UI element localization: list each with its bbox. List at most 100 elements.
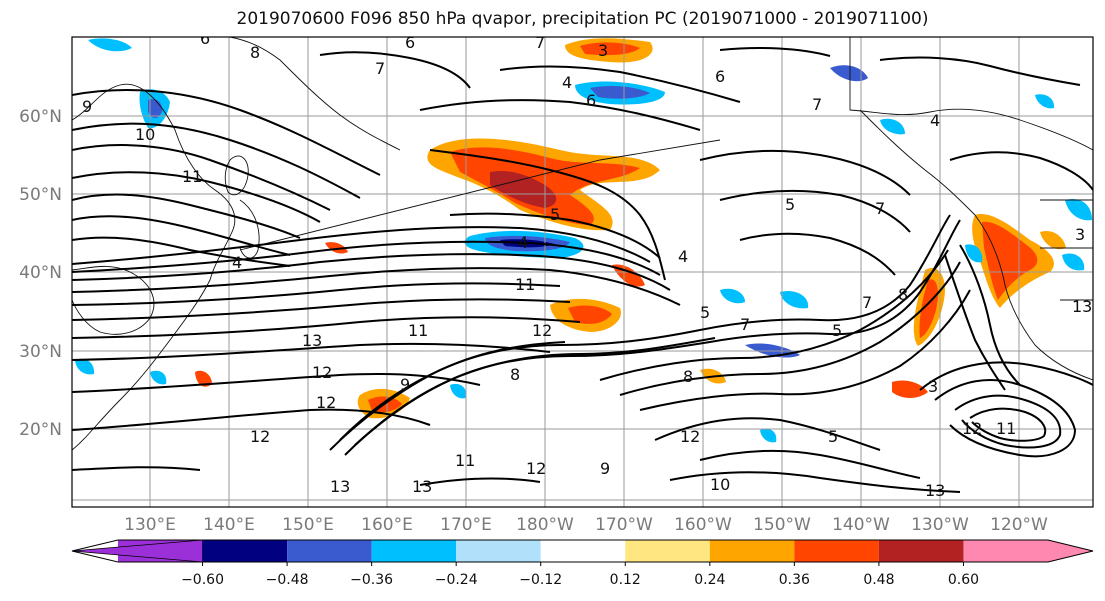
- colorbar-swatch: [878, 540, 964, 562]
- precip-negative-blob: [1035, 94, 1055, 109]
- map-graticule: [72, 37, 1093, 507]
- contour-label: 11: [455, 451, 475, 470]
- contour-label: 6: [586, 91, 596, 110]
- contour-label: 7: [812, 95, 822, 114]
- precip-positive-blob: [325, 242, 348, 254]
- contour-label: 9: [600, 459, 610, 478]
- precip-positive-blob: [490, 170, 557, 208]
- precip-positive-blob: [568, 305, 612, 324]
- colorbar-tick-label: 0.48: [863, 572, 894, 588]
- contour-label: 6: [200, 29, 210, 48]
- contour-label: 12: [250, 427, 270, 446]
- contour-label: 4: [678, 247, 688, 266]
- contour-label: 5: [785, 195, 795, 214]
- contour-label: 11: [515, 275, 535, 294]
- precip-negative-blob: [590, 85, 650, 99]
- contour-label: 9: [82, 97, 92, 116]
- precip-negative-blob: [965, 244, 983, 263]
- contour-label: 13: [925, 481, 945, 500]
- colorbar-swatch: [625, 540, 710, 562]
- contour-label: 4: [518, 233, 528, 252]
- lat-label: 20°N: [19, 420, 62, 440]
- lon-label: 140°W: [832, 515, 890, 535]
- precip-positive-blob: [580, 42, 640, 56]
- contour-label: 12: [312, 363, 332, 382]
- contour-label: 13: [1072, 297, 1092, 316]
- contour-label: 8: [250, 43, 260, 62]
- colorbar-swatch: [540, 540, 626, 562]
- contour-label: 4: [562, 73, 572, 92]
- lon-label: 180°W: [516, 515, 574, 535]
- contour-label: 7: [862, 293, 872, 312]
- colorbar-tick-label: 0.60: [948, 572, 979, 588]
- precip-negative-blob: [450, 383, 467, 399]
- latitude-labels: 60°N 50°N 40°N 30°N 20°N: [19, 107, 62, 440]
- lon-label: 130°W: [911, 515, 969, 535]
- precip-negative-blob: [1065, 198, 1092, 221]
- lon-label: 150°W: [753, 515, 811, 535]
- precip-negative-blob: [150, 370, 167, 385]
- colorbar-swatch: [287, 540, 372, 562]
- precip-positive-blob: [892, 380, 928, 398]
- contour-label: 13: [330, 477, 350, 496]
- precip-negative-blob: [88, 38, 132, 52]
- contour-label: 9: [400, 375, 410, 394]
- qvapor-contours: [72, 47, 1093, 493]
- precip-negative-blob: [830, 65, 868, 82]
- colorbar-outline: [71, 539, 1094, 563]
- contour-label: 11: [996, 419, 1016, 438]
- colorbar-tick-label: −0.36: [350, 572, 393, 588]
- precip-negative-blob: [760, 428, 777, 443]
- lon-label: 130°E: [124, 515, 176, 535]
- precip-positive-blob: [1040, 230, 1066, 250]
- contour-label: 3: [1075, 225, 1085, 244]
- contour-label: 5: [700, 303, 710, 322]
- map-frame: [71, 36, 1094, 508]
- contour-label: 11: [408, 321, 428, 340]
- longitude-labels: 130°E 140°E 150°E 160°E 170°E 180°W 170°…: [124, 515, 1048, 535]
- precip-negative-blob: [880, 118, 905, 135]
- lon-label: 140°E: [203, 515, 255, 535]
- lat-label: 30°N: [19, 342, 62, 362]
- contour-label: 7: [740, 315, 750, 334]
- lon-label: 170°E: [440, 515, 492, 535]
- contour-label: 4: [930, 111, 940, 130]
- contour-label: 12: [532, 321, 552, 340]
- lat-label: 40°N: [19, 263, 62, 283]
- precip-negative-blob: [780, 290, 809, 309]
- contour-label: 12: [680, 427, 700, 446]
- contour-label: 7: [375, 59, 385, 78]
- contour-label: 13: [412, 477, 432, 496]
- contour-labels: 6 8 9 10 11 7 6 7 4 3 6 6 4 5 4 11 4 5 1…: [82, 29, 1092, 500]
- lon-label: 120°W: [990, 515, 1048, 535]
- contour-label: 6: [715, 67, 725, 86]
- colorbar-tick-label: −0.60: [181, 572, 224, 588]
- contour-label: 12: [316, 393, 336, 412]
- contour-label: 7: [875, 199, 885, 218]
- contour-label: 12: [962, 419, 982, 438]
- colorbar-tick-label: −0.48: [266, 572, 309, 588]
- contour-label: 10: [135, 125, 155, 144]
- colorbar-swatch: [963, 540, 1048, 562]
- contour-label: 8: [898, 285, 908, 304]
- map-title: 2019070600 F096 850 hPa qvapor, precipit…: [236, 9, 929, 29]
- contour-label: 12: [526, 459, 546, 478]
- colorbar-swatch: [371, 540, 457, 562]
- colorbar: −0.60 −0.48 −0.36 −0.24 −0.12 0.12 0.24 0.36 0.4…: [71, 539, 1094, 588]
- lon-label: 160°E: [361, 515, 413, 535]
- contour-label: 4: [232, 253, 242, 272]
- precip-positive-blob: [982, 221, 1038, 300]
- lon-label: 160°W: [674, 515, 732, 535]
- colorbar-swatch: [202, 540, 288, 562]
- contour-label: 5: [828, 427, 838, 446]
- colorbar-tick-label: −0.24: [435, 572, 478, 588]
- colorbar-swatch: [709, 540, 795, 562]
- contour-label: 13: [302, 331, 322, 350]
- contour-label: 11: [182, 167, 202, 186]
- precip-positive-blob: [195, 370, 212, 387]
- colorbar-swatch: [794, 540, 879, 562]
- precip-negative-blob: [1062, 253, 1085, 271]
- colorbar-tick-label: 0.24: [694, 572, 725, 588]
- colorbar-swatch: [456, 540, 541, 562]
